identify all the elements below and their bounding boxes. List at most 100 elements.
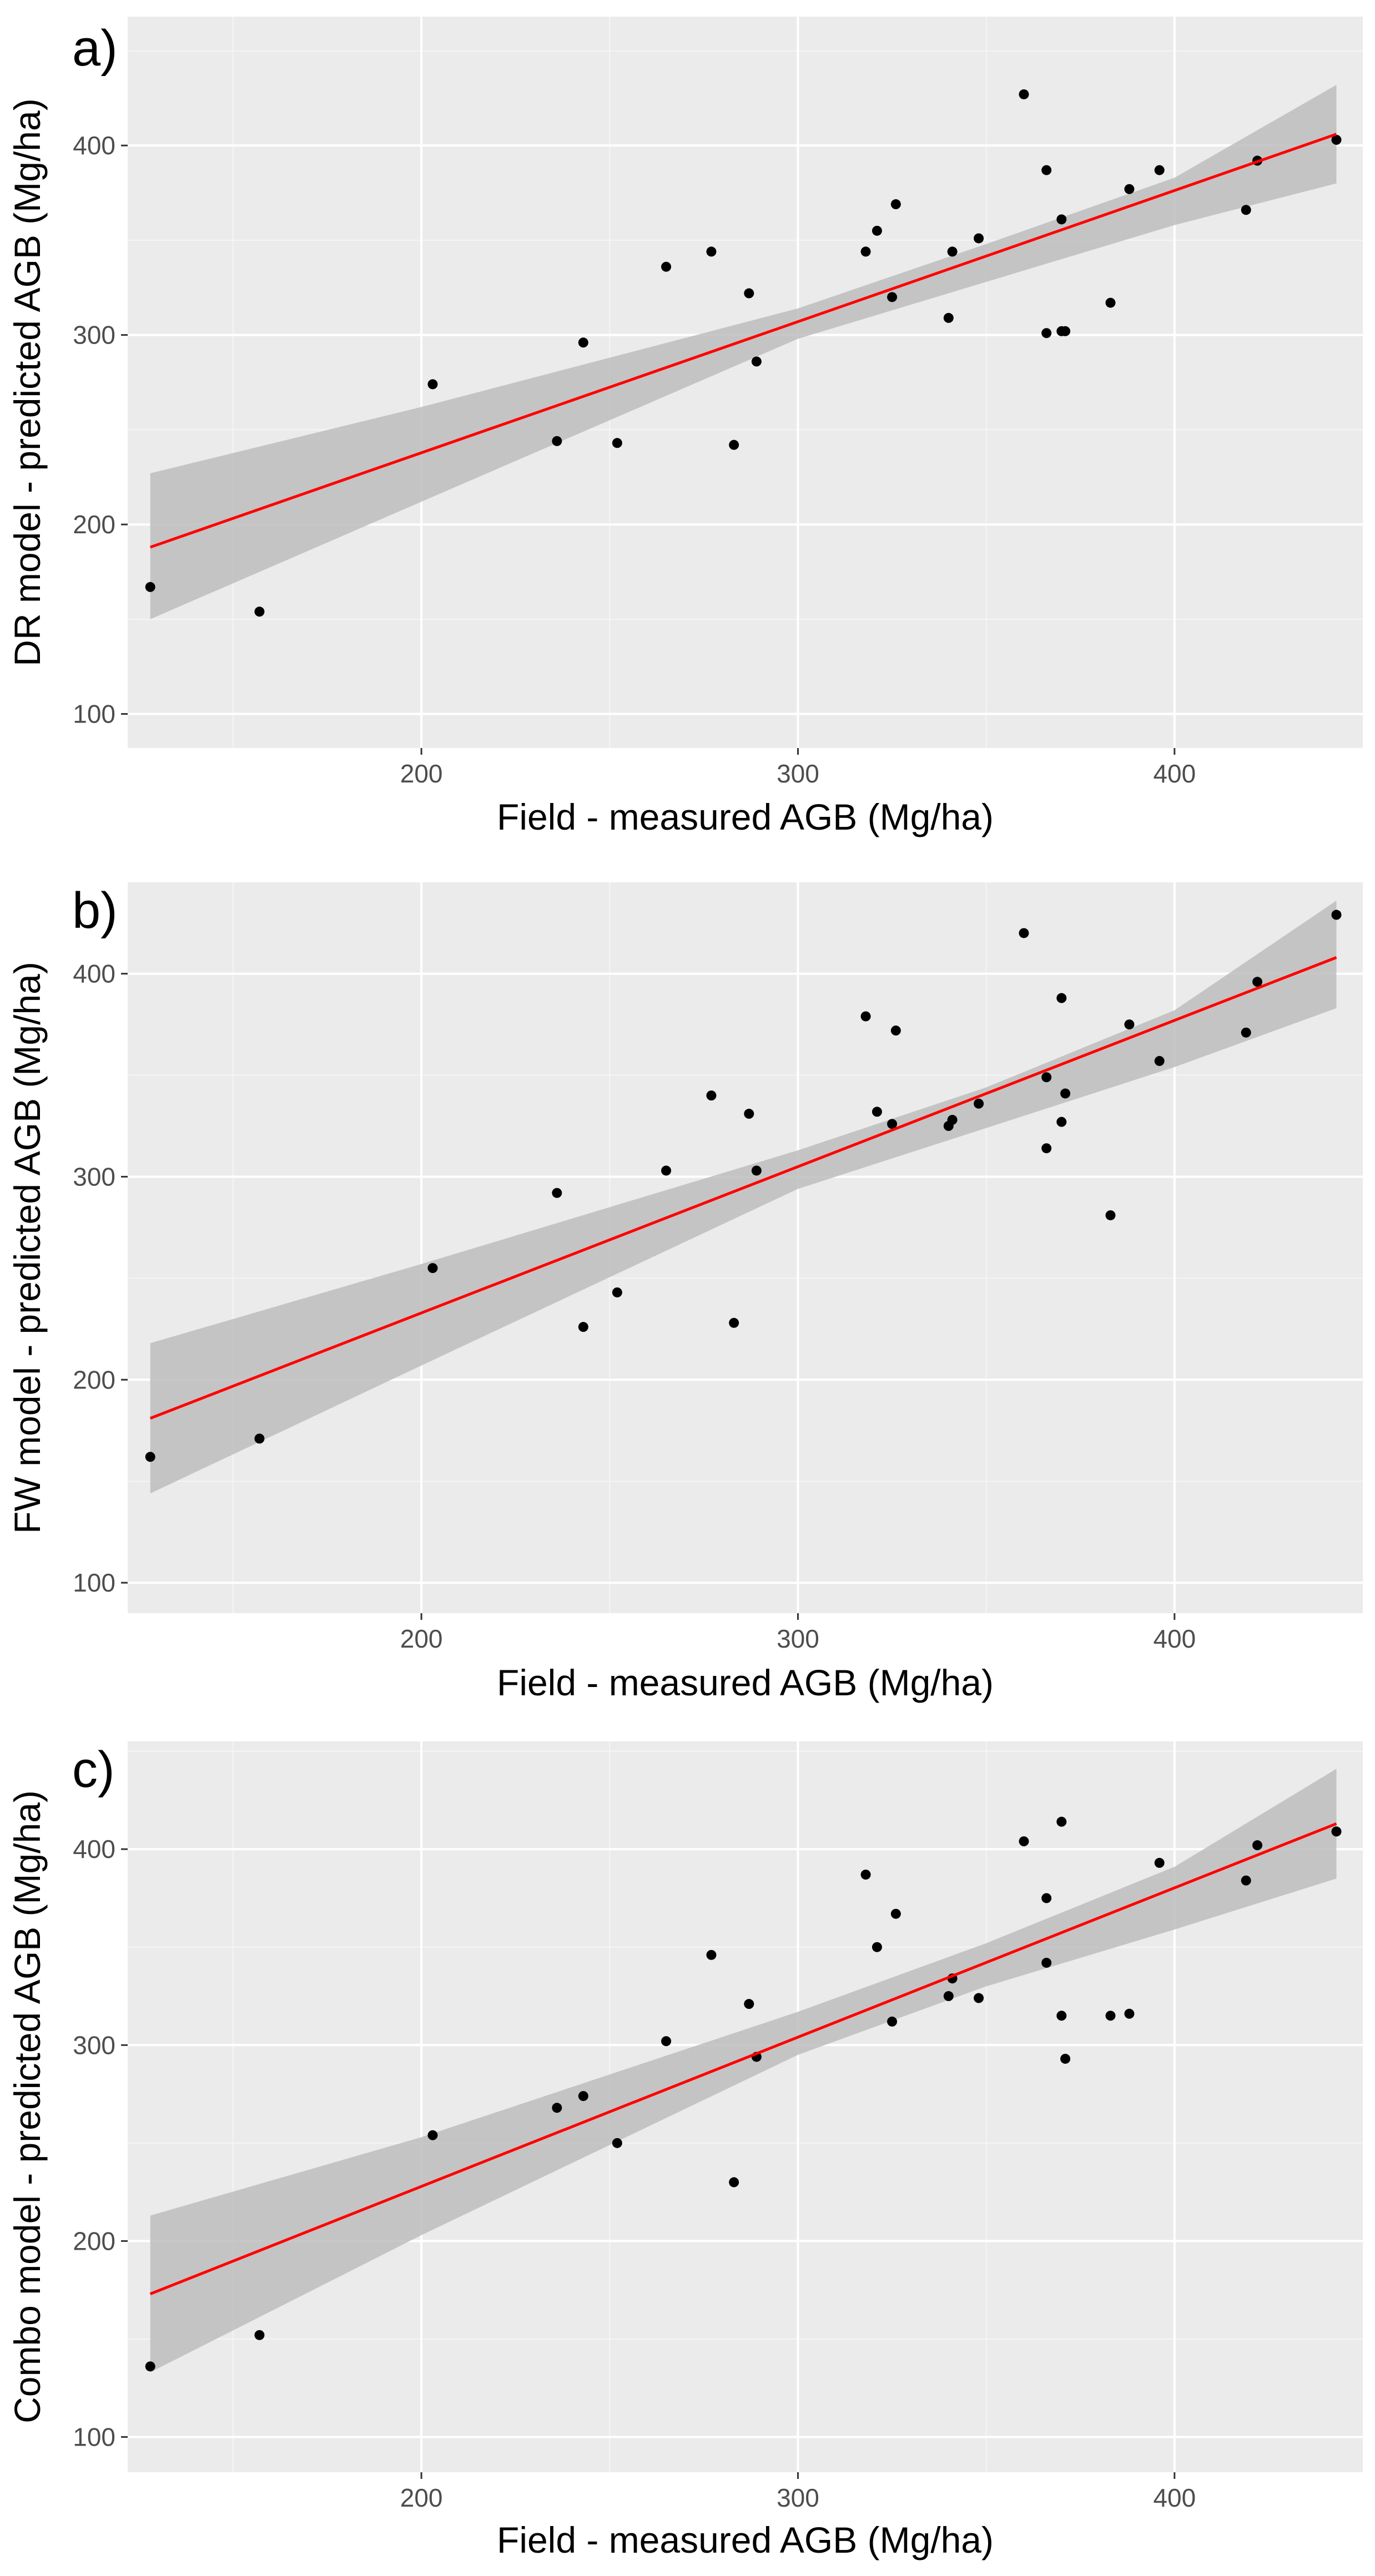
- data-point: [943, 312, 954, 323]
- data-point: [943, 1991, 954, 2002]
- data-point: [729, 2177, 739, 2188]
- data-point: [1056, 214, 1067, 225]
- data-point: [860, 1011, 871, 1022]
- data-point: [744, 288, 754, 299]
- data-point: [254, 2330, 265, 2340]
- data-point: [1060, 326, 1071, 336]
- data-point: [887, 1119, 898, 1129]
- y-tick-label: 400: [73, 959, 115, 988]
- data-point: [974, 1993, 984, 2003]
- data-point: [744, 1999, 754, 2009]
- data-point: [947, 246, 958, 257]
- data-point: [890, 1908, 901, 1919]
- data-point: [1105, 297, 1116, 308]
- x-tick-label: 300: [777, 2483, 819, 2512]
- y-tick-label: 400: [73, 131, 115, 160]
- x-tick-label: 200: [400, 1624, 443, 1653]
- data-point: [1105, 1210, 1116, 1220]
- data-point: [1019, 928, 1029, 938]
- y-tick-label: 400: [73, 1835, 115, 1863]
- y-tick-label: 300: [73, 1162, 115, 1191]
- y-tick-label: 200: [73, 510, 115, 539]
- data-point: [1056, 1117, 1067, 1127]
- x-axis-title: Field - measured AGB (Mg/ha): [497, 796, 994, 837]
- plot-background: [128, 882, 1363, 1613]
- data-point: [427, 379, 438, 390]
- data-point: [860, 1870, 871, 1880]
- data-point: [578, 1322, 588, 1332]
- data-point: [1041, 1143, 1052, 1154]
- data-point: [552, 2103, 562, 2113]
- y-tick-label: 100: [73, 2422, 115, 2451]
- data-point: [1241, 205, 1251, 215]
- data-point: [661, 1165, 672, 1176]
- data-point: [1241, 1875, 1251, 1886]
- data-point: [1252, 977, 1263, 987]
- data-point: [706, 1949, 717, 1960]
- regression-line: [149, 133, 1337, 549]
- data-point: [1331, 910, 1342, 920]
- panel-label: c): [72, 1741, 115, 1798]
- panel-label: a): [72, 20, 118, 77]
- panel-a: 200 300 400 100 200 300 400 Field - measured AG…: [7, 17, 1363, 837]
- confidence-band: [150, 84, 1337, 619]
- y-tick-label: 100: [73, 1568, 115, 1597]
- x-tick-label: 400: [1153, 2483, 1196, 2512]
- data-point: [729, 440, 739, 450]
- data-point: [1056, 993, 1067, 1003]
- data-point: [1331, 1826, 1342, 1837]
- data-point: [578, 2091, 588, 2102]
- data-point: [1252, 1840, 1263, 1851]
- data-point: [1105, 2011, 1116, 2021]
- regression-line: [149, 1822, 1337, 2296]
- data-point: [860, 246, 871, 257]
- y-axis-title: DR model - predicted AGB (Mg/ha): [7, 98, 48, 666]
- x-axis-title: Field - measured AGB (Mg/ha): [497, 2519, 994, 2560]
- data-point: [1041, 1893, 1052, 1903]
- y-tick-label: 200: [73, 1365, 115, 1394]
- y-tick-label: 300: [73, 321, 115, 350]
- data-point: [1154, 1055, 1165, 1066]
- data-point: [974, 1098, 984, 1109]
- data-point: [1241, 1027, 1251, 1038]
- data-point: [729, 1317, 739, 1328]
- data-point: [612, 1287, 622, 1297]
- data-point: [145, 582, 155, 592]
- data-point: [890, 1026, 901, 1036]
- data-point: [1124, 184, 1135, 194]
- data-point: [427, 2130, 438, 2140]
- data-point: [1019, 89, 1029, 99]
- x-tick-label: 400: [1153, 759, 1196, 788]
- data-point: [1041, 165, 1052, 175]
- data-point: [427, 1263, 438, 1274]
- data-point: [612, 2138, 622, 2148]
- data-point: [612, 438, 622, 448]
- data-point: [1124, 2008, 1135, 2019]
- regression-line: [149, 956, 1337, 1420]
- plot-background: [128, 1741, 1363, 2472]
- data-point: [1060, 2053, 1071, 2064]
- data-point: [552, 1188, 562, 1198]
- data-point: [1124, 1019, 1135, 1030]
- data-point: [1041, 1072, 1052, 1083]
- data-point: [751, 356, 762, 367]
- y-axis-title: Combo model - predicted AGB (Mg/ha): [7, 1790, 48, 2423]
- x-tick-label: 300: [777, 1624, 819, 1653]
- data-point: [661, 261, 672, 272]
- data-point: [1056, 2011, 1067, 2021]
- y-axis-title: FW model - predicted AGB (Mg/ha): [7, 962, 48, 1534]
- data-point: [1041, 1957, 1052, 1968]
- data-point: [1154, 1857, 1165, 1868]
- data-point: [974, 233, 984, 244]
- y-tick-label: 100: [73, 700, 115, 729]
- data-point: [947, 1115, 958, 1125]
- data-point: [872, 225, 882, 236]
- data-point: [706, 246, 717, 257]
- data-point: [661, 2036, 672, 2047]
- x-tick-label: 400: [1153, 1624, 1196, 1653]
- data-point: [872, 1107, 882, 1117]
- y-tick-label: 200: [73, 2226, 115, 2255]
- confidence-band: [150, 900, 1337, 1494]
- data-point: [1041, 328, 1052, 339]
